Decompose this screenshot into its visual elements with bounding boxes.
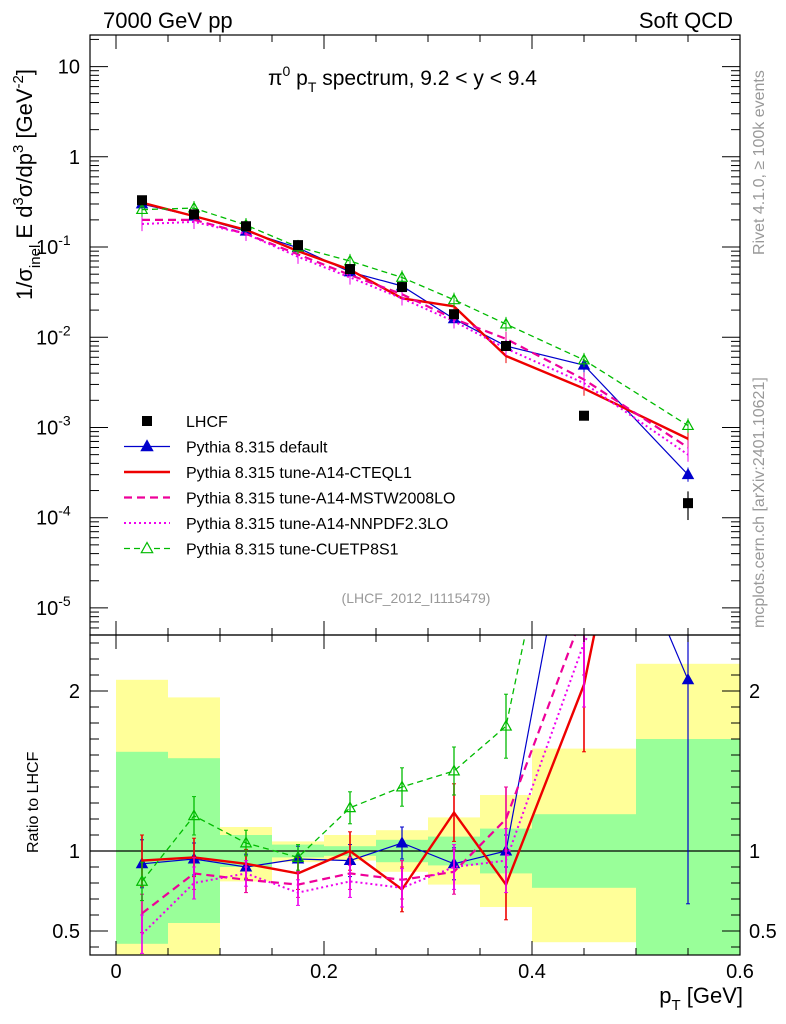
ratio-y-tick-label-right-2: 2: [749, 681, 760, 703]
ratio-marker-4-6: [447, 764, 461, 776]
legend-swatch-data: [142, 416, 152, 426]
main-marker-4-9: [681, 418, 695, 431]
main-marker-0-9: [681, 467, 695, 480]
legend-label-3: Pythia 8.315 tune-A14-NNPDF2.3LO: [186, 516, 448, 533]
ratio-marker-4-5: [395, 780, 409, 792]
main-y-tick-label-6: 10-5: [36, 593, 71, 620]
ratio-line-4: [141, 635, 526, 882]
ratio-y-tick-label-right-1: 1: [749, 841, 760, 863]
ratio-y-tick-label-left-0: 0.5: [52, 921, 80, 943]
ratio-line-1: [141, 635, 596, 892]
ratio-marker-0-5: [395, 836, 409, 848]
ratio-marker-4-3: [291, 850, 305, 862]
y-axis-label-main: 1/σinel E d3σ/dp3 [GeV-2]: [10, 69, 44, 300]
data-point-3: [293, 240, 303, 251]
legend-label-4: Pythia 8.315 tune-CUETP8S1: [186, 542, 399, 559]
analysis-id: (LHCF_2012_I1115479): [342, 590, 491, 606]
data-point-2: [241, 221, 251, 232]
data-point-4: [345, 264, 355, 275]
main-line-0: [141, 203, 689, 476]
data-point-8: [579, 410, 589, 421]
main-y-tick-label-4: 10-3: [36, 412, 71, 439]
legend: LHCF Pythia 8.315 default Pythia 8.315 tun…: [124, 414, 455, 559]
data-point-6: [449, 309, 459, 320]
y-axis-label-ratio: Ratio to LHCF: [25, 751, 42, 853]
main-y-tick-label-2: 10-1: [36, 232, 71, 259]
main-marker-4-8: [577, 353, 591, 365]
x-tick-label-1: 0.2: [310, 961, 338, 983]
legend-label-data: LHCF: [186, 414, 228, 431]
ratio-marker-4-7: [499, 719, 513, 731]
ratio-marker-4-2: [239, 836, 253, 848]
main-y-tick-label-5: 10-4: [36, 503, 71, 530]
ratio-marker-4-4: [343, 801, 357, 813]
ratio-line-3: [141, 635, 590, 935]
x-tick-label-3: 0.6: [726, 961, 754, 983]
ratio-marker-0-9: [681, 673, 695, 685]
ratio-marker-4-0: [135, 874, 149, 886]
data-point-5: [397, 282, 407, 293]
data-point-1: [189, 209, 199, 220]
main-y-tick-label-3: 10-2: [36, 322, 71, 349]
plot-title: π0 pT spectrum, 9.2 < y < 9.4: [268, 63, 537, 95]
x-axis-label: pT [GeV]: [659, 983, 743, 1014]
main-y-tick-label-1: 1: [69, 147, 80, 169]
ratio-line-0: [141, 635, 689, 868]
legend-marker-4: [140, 541, 154, 554]
ratio-frame: [89, 634, 741, 956]
header-right: Soft QCD: [639, 8, 733, 33]
main-marker-4-7: [499, 317, 513, 329]
main-series: [135, 195, 695, 521]
ratio-marker-4-1: [187, 809, 201, 821]
data-point-7: [501, 340, 511, 351]
main-line-3: [141, 220, 689, 456]
main-line-2: [142, 218, 689, 449]
ratio-y-tick-label-left-2: 2: [69, 681, 80, 703]
ratio-marker-0-8: [579, 430, 589, 439]
ratio-y-tick-label-left-1: 1: [69, 841, 80, 863]
legend-marker-0: [140, 439, 154, 452]
rivet-label: Rivet 4.1.0, ≥ 100k events: [751, 70, 768, 255]
main-line-4: [141, 207, 689, 427]
main-marker-4-6: [447, 293, 461, 305]
data-point-9: [683, 498, 693, 509]
ratio-bands: [90, 663, 740, 955]
ratio-y-tick-label-right-0: 0.5: [749, 921, 777, 943]
header-left: 7000 GeV pp: [103, 8, 233, 33]
x-tick-label-0: 0: [110, 961, 121, 983]
legend-label-1: Pythia 8.315 tune-A14-CTEQL1: [186, 465, 412, 482]
main-y-tick-label-0: 10: [58, 57, 80, 79]
ratio-series: [135, 430, 695, 954]
main-line-1: [141, 201, 689, 440]
ratio-line-2: [141, 635, 577, 915]
data-point-0: [137, 195, 147, 206]
legend-label-2: Pythia 8.315 tune-A14-MSTW2008LO: [186, 491, 455, 508]
axis-ticks: 0 0.2 0.4 0.6 10 1 10-1 10-2 10-3 10-4 10-5 0.5 0.5 1…: [36, 35, 777, 983]
main-marker-4-5: [395, 270, 409, 282]
main-marker-4-0: [135, 202, 149, 215]
mcplots-label: mcplots.cern.ch [arXiv:2401.10621]: [751, 377, 768, 628]
x-tick-label-2: 0.4: [518, 961, 546, 983]
legend-label-0: Pythia 8.315 default: [186, 440, 328, 457]
